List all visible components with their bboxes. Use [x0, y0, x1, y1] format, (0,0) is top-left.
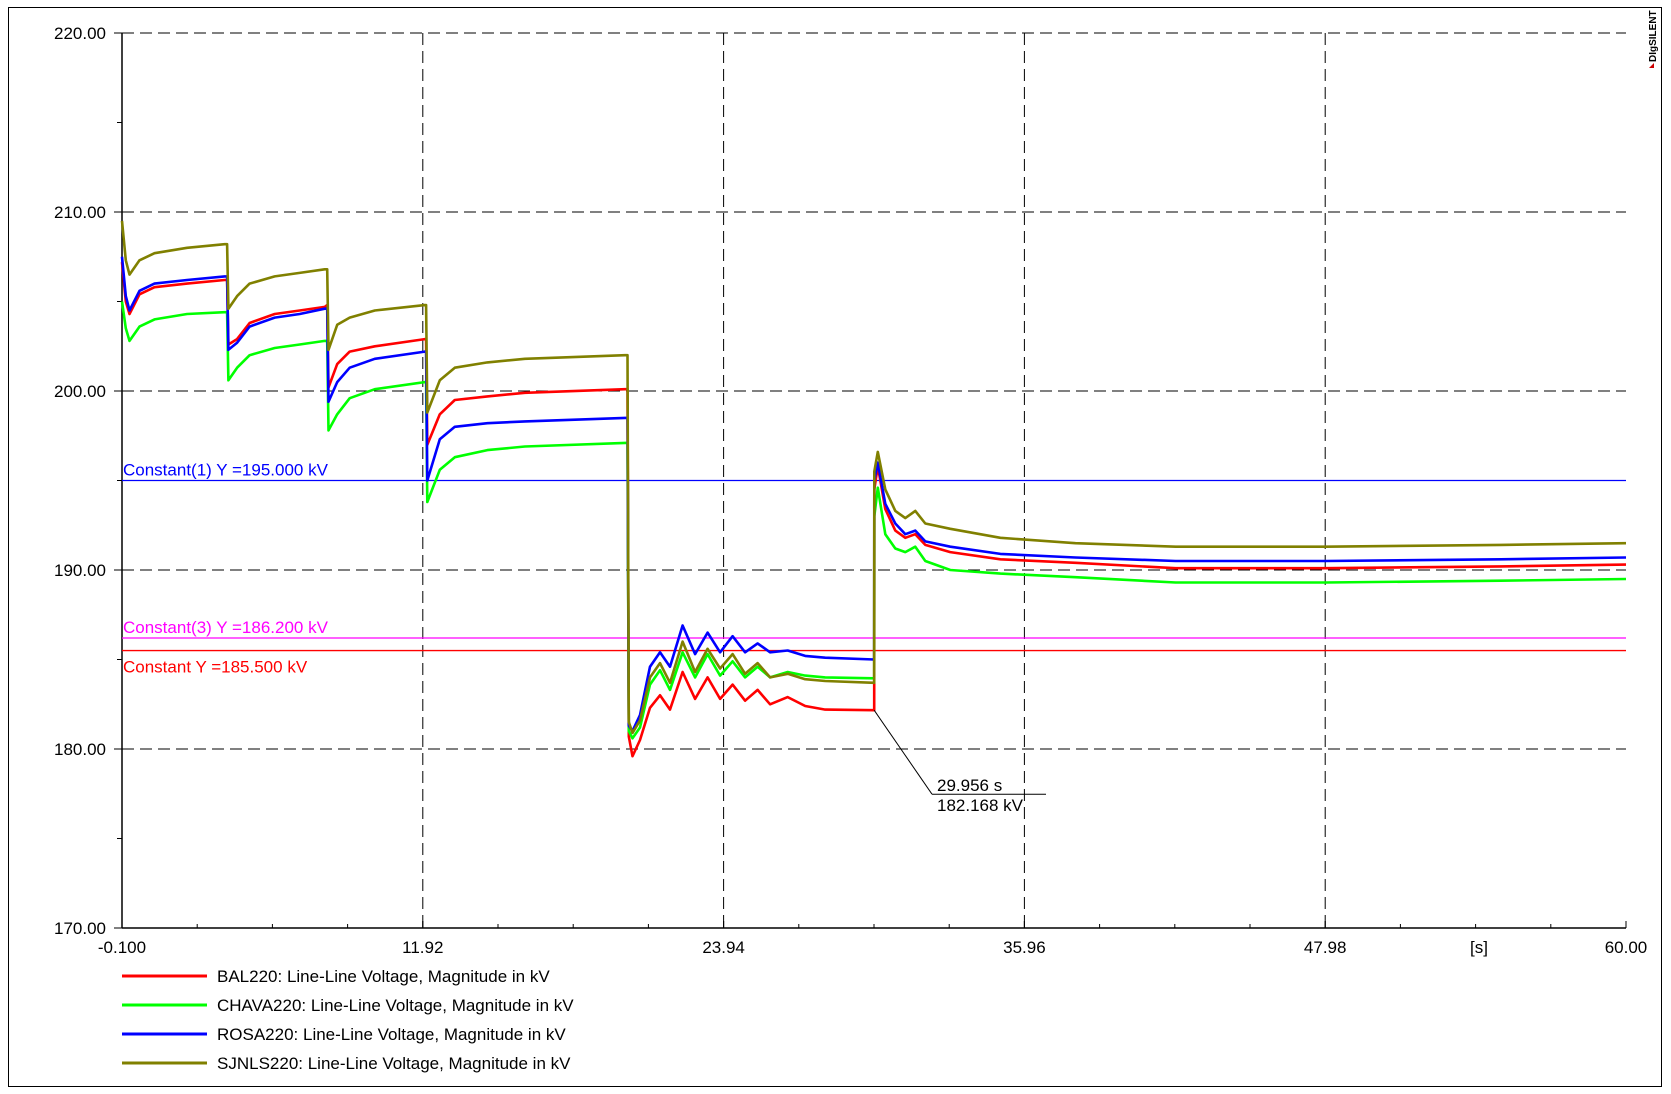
series-lines — [120, 220, 1627, 758]
x-tick-label: 35.96 — [1003, 938, 1046, 957]
x-tick-labels: -0.100 11.92 23.94 35.96 47.98 60.00 — [98, 938, 1647, 957]
x-tick-label: 60.00 — [1605, 938, 1648, 957]
y-tick-label: 210.00 — [54, 203, 106, 222]
x-tick-label: 47.98 — [1304, 938, 1347, 957]
y-tick-labels: 170.00 180.00 190.00 200.00 210.00 220.00 — [54, 24, 106, 938]
y-tick-label: 220.00 — [54, 24, 106, 43]
series-line — [120, 301, 1627, 740]
series-line — [120, 256, 1627, 733]
constant-label: Constant(3) Y =186.200 kV — [123, 618, 329, 637]
x-tick-label: 23.94 — [702, 938, 745, 957]
annotation-value: 182.168 kV — [937, 796, 1024, 815]
x-tick-label: -0.100 — [98, 938, 146, 957]
y-tick-label: 180.00 — [54, 740, 106, 759]
constant-label: Constant Y =185.500 kV — [123, 658, 308, 677]
legend-label: CHAVA220: Line-Line Voltage, Magnitude i… — [217, 996, 574, 1015]
annotation-leader — [873, 709, 933, 795]
series-line — [120, 220, 1627, 735]
x-tick-label: 11.92 — [402, 938, 443, 957]
legend-label: ROSA220: Line-Line Voltage, Magnitude in… — [217, 1025, 566, 1044]
x-unit-label: [s] — [1470, 938, 1488, 957]
y-tick-label: 200.00 — [54, 382, 106, 401]
y-tick-label: 190.00 — [54, 561, 106, 580]
constant-label: Constant(1) Y =195.000 kV — [123, 461, 329, 480]
brand-mark-icon — [1649, 63, 1654, 68]
legend: BAL220: Line-Line Voltage, Magnitude in … — [122, 967, 574, 1073]
grid-lines — [122, 32, 1626, 928]
y-tick-label: 170.00 — [54, 919, 106, 938]
series-line — [120, 261, 1627, 758]
brand-logo: DIgSILENT — [1648, 10, 1659, 68]
legend-label: SJNLS220: Line-Line Voltage, Magnitude i… — [217, 1054, 571, 1073]
legend-label: BAL220: Line-Line Voltage, Magnitude in … — [217, 967, 550, 986]
brand-text: DIgSILENT — [1648, 10, 1659, 62]
annotation-time: 29.956 s — [937, 776, 1002, 795]
